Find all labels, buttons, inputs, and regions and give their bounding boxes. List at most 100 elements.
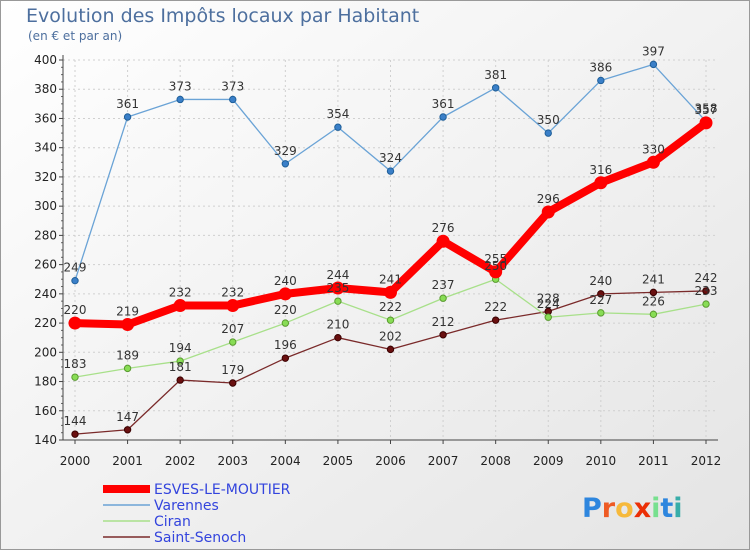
data-point — [649, 310, 658, 319]
data-label: 210 — [326, 318, 349, 332]
data-label: 147 — [116, 410, 139, 424]
x-tick-label: 2004 — [270, 454, 301, 468]
data-point — [229, 95, 237, 104]
data-label: 249 — [64, 261, 87, 275]
data-label: 240 — [274, 274, 297, 288]
logo-letter: o — [615, 493, 634, 524]
data-point — [281, 319, 290, 327]
data-point — [176, 357, 184, 365]
x-tick-label: 2012 — [691, 454, 722, 468]
data-labels-esves-le-moutier: 220 219 232 232 240 244 241 276 255 296 316 330 357 — [64, 103, 718, 319]
y-tick-label: 400 — [34, 53, 57, 67]
legend: ESVES-LE-MOUTIERVarennesCiranSaint-Senoc… — [103, 482, 291, 546]
data-label: 233 — [695, 284, 718, 298]
data-label: 358 — [695, 101, 718, 115]
data-point — [71, 276, 79, 285]
y-tick-label: 360 — [34, 111, 57, 125]
y-tick-label: 320 — [34, 170, 57, 184]
logo-letter: t — [660, 493, 673, 524]
legend-item: Saint-Senoch — [103, 530, 246, 546]
data-point — [544, 313, 552, 321]
x-tick-label: 2009 — [533, 454, 564, 468]
x-tick-label: 2000 — [60, 454, 91, 468]
data-label: 255 — [484, 252, 507, 266]
legend-label: Varennes — [154, 498, 219, 514]
data-label: 373 — [169, 79, 192, 93]
data-point — [386, 345, 395, 354]
x-tick-label: 2001 — [112, 454, 143, 468]
data-label: 194 — [169, 341, 192, 355]
data-label: 244 — [326, 268, 349, 282]
data-point — [436, 234, 450, 248]
data-label: 354 — [326, 107, 349, 121]
data-label: 250 — [484, 259, 507, 273]
proxiti-logo: Proxiti — [582, 493, 683, 524]
logo-letter: r — [602, 493, 616, 524]
data-point — [334, 333, 342, 342]
data-label: 386 — [589, 60, 612, 74]
y-tick-label: 220 — [34, 316, 57, 330]
y-tick-label: 160 — [34, 404, 57, 418]
data-label: 330 — [642, 142, 665, 156]
data-point — [699, 116, 713, 130]
data-label: 235 — [326, 281, 349, 295]
y-tick-label: 180 — [34, 375, 57, 389]
data-point — [491, 316, 500, 324]
data-label: 232 — [221, 286, 244, 300]
data-point — [649, 60, 658, 69]
y-tick-label: 340 — [34, 141, 57, 155]
data-label: 227 — [589, 293, 612, 307]
data-label: 329 — [274, 144, 297, 158]
data-label: 241 — [642, 272, 665, 286]
data-point — [384, 285, 397, 299]
data-point — [334, 297, 342, 305]
data-point — [281, 354, 290, 362]
logo-letter: i — [673, 493, 682, 524]
legend-item: Varennes — [103, 498, 219, 514]
data-label: 276 — [432, 221, 455, 235]
logo-letter: P — [582, 493, 602, 524]
data-label: 228 — [537, 291, 560, 305]
data-label: 220 — [274, 303, 297, 317]
data-point — [544, 129, 552, 137]
x-tick-label: 2002 — [165, 454, 196, 468]
data-point — [541, 205, 555, 219]
x-tick-label: 2003 — [217, 454, 248, 468]
series-esves-le-moutier — [68, 116, 713, 332]
data-point — [278, 287, 292, 301]
data-label: 189 — [116, 348, 139, 362]
data-point — [597, 290, 605, 298]
series-saint-senoch — [71, 287, 710, 438]
data-point — [123, 113, 132, 121]
data-point — [121, 318, 135, 332]
data-label: 381 — [484, 68, 507, 82]
data-label: 361 — [432, 97, 455, 111]
logo-letter: i — [651, 493, 660, 524]
data-point — [646, 155, 660, 169]
y-tick-label: 140 — [34, 433, 57, 447]
y-tick-label: 200 — [34, 345, 57, 359]
x-tick-label: 2006 — [375, 454, 406, 468]
data-label: 226 — [642, 294, 665, 308]
data-label: 316 — [589, 163, 612, 177]
legend-item: ESVES-LE-MOUTIER — [103, 482, 291, 498]
data-label: 181 — [169, 360, 192, 374]
chart-title: Evolution des Impôts locaux par Habitant — [26, 5, 419, 27]
data-point — [71, 430, 79, 438]
data-label: 144 — [64, 414, 87, 428]
data-label: 202 — [379, 329, 402, 343]
data-label: 296 — [537, 192, 560, 206]
data-point — [491, 84, 500, 92]
data-point — [226, 299, 240, 313]
data-label: 240 — [589, 274, 612, 288]
y-tick-label: 280 — [34, 228, 57, 242]
chart-subtitle: (en € et par an) — [28, 29, 122, 43]
y-tick-label: 300 — [34, 199, 57, 213]
data-label: 373 — [221, 79, 244, 93]
data-point — [331, 281, 345, 295]
data-point — [702, 300, 710, 308]
data-label: 179 — [221, 363, 244, 377]
data-label: 232 — [169, 286, 192, 300]
